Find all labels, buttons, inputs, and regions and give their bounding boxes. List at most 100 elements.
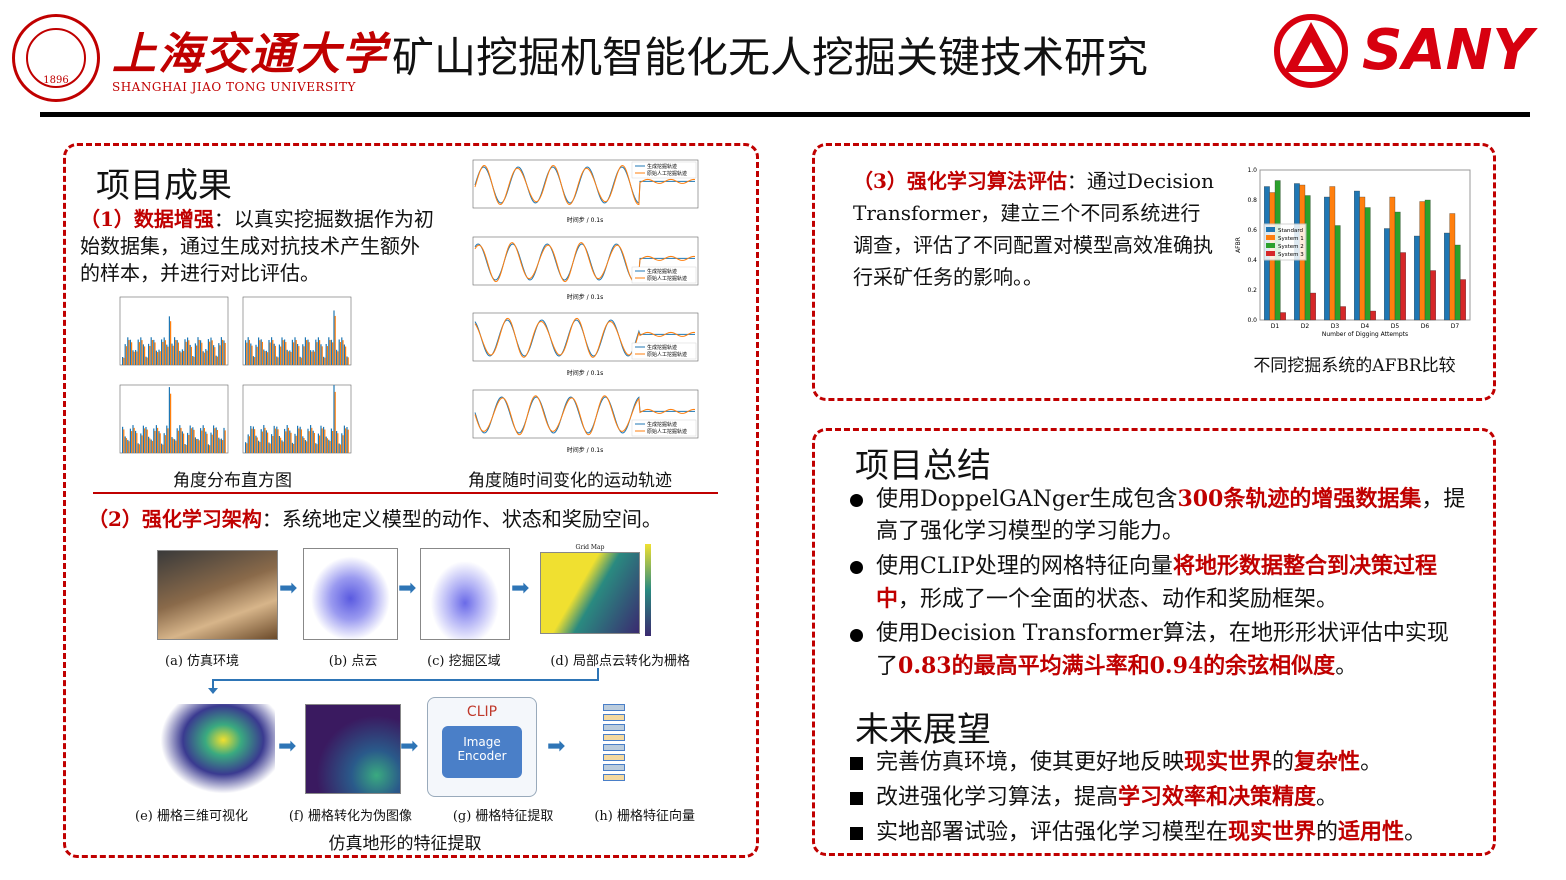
highlight: 300条轨迹的增强数据集 xyxy=(1177,486,1422,512)
text: 。 xyxy=(1335,654,1358,679)
future-list: 完善仿真环境，使其更好地反映现实世界的复杂性。 改进强化学习算法，提高学习效率和决… xyxy=(848,746,1488,851)
text: 使用CLIP处理的网格特征向量 xyxy=(876,554,1173,579)
trajectory-legend-original: 原始人工挖掘轨迹 xyxy=(647,170,687,177)
legend-swatch xyxy=(1266,243,1275,248)
list-item: 使用CLIP处理的网格特征向量将地形数据整合到决策过程中，形成了一个全面的状态、… xyxy=(848,550,1468,616)
trajectory-legend-original: 原始人工挖掘轨迹 xyxy=(647,275,687,282)
highlight: 适用性 xyxy=(1338,819,1405,845)
image-encoder-block: Image Encoder xyxy=(442,726,522,778)
bar xyxy=(1324,196,1330,321)
bar xyxy=(1370,310,1376,321)
sjtu-name-cn: 上海交通大学 xyxy=(112,29,388,80)
point-cloud-image xyxy=(303,548,398,640)
step-captions-row1: (a) 仿真环境 (b) 点云 (c) 挖掘区域 (d) 局部点云转化为栅格 xyxy=(150,650,690,669)
list-item: 使用Decision Transformer算法，在地形形状评估中实现了0.83… xyxy=(848,618,1468,683)
text: 实地部署试验，评估强化学习模型在 xyxy=(876,820,1229,845)
poster-title: 矿山挖掘机智能化无人挖掘关键技术研究 xyxy=(392,33,1149,82)
trajectory-legend xyxy=(631,342,697,360)
legend-swatch xyxy=(1266,227,1275,232)
y-tick-label: 0.2 xyxy=(1247,287,1257,294)
text: 的 xyxy=(1316,820,1339,845)
trajectory-legend-generated: 生成挖掘轨迹 xyxy=(647,421,677,428)
caption-g: (g) 栅格特征提取 xyxy=(452,809,554,824)
data-augmentation-text: （1）数据增强：以真实挖掘数据作为初始数据集，通过生成对抗技术产生额外的样本，并… xyxy=(80,206,435,287)
arrow-icon: ➡ xyxy=(278,734,297,759)
summary-list: 使用DoppelGANger生成包含300条轨迹的增强数据集，提高了强化学习模型… xyxy=(848,483,1468,685)
trajectory-legend-generated: 生成挖掘轨迹 xyxy=(647,268,677,275)
seal-year: 1896 xyxy=(26,28,86,88)
caption-b: (b) 点云 xyxy=(328,654,378,669)
trajectory-legend-generated: 生成挖掘轨迹 xyxy=(647,163,677,170)
trajectory-legend xyxy=(631,419,697,437)
bar xyxy=(1430,270,1436,321)
evaluation-text: （3）强化学习算法评估：通过Decision Transformer，建立三个不… xyxy=(853,165,1218,293)
label: （2）强化学习架构 xyxy=(88,507,262,531)
step-captions-row2: (e) 栅格三维可视化 (f) 栅格转化为伪图像 (g) 栅格特征提取 (h) … xyxy=(135,805,695,824)
legend-label: System 2 xyxy=(1278,244,1304,250)
arrow-icon: ➡ xyxy=(547,734,566,759)
x-tick-label: D4 xyxy=(1361,323,1370,330)
list-item: 使用DoppelGANger生成包含300条轨迹的增强数据集，提高了强化学习模型… xyxy=(848,483,1468,548)
caption-a: (a) 仿真环境 xyxy=(165,654,240,669)
results-panel xyxy=(63,143,759,858)
histogram-figure xyxy=(242,384,352,454)
highlight: 学习效率和决策精度 xyxy=(1118,784,1317,810)
trajectory-x-axis-label: 时间步 / 0.1s xyxy=(567,216,604,224)
afbr-chart: 0.0 0.2 0.4 0.6 0.8 1.0 D1 D2 D3 D4 D5 D6 D7 Number o… xyxy=(1235,167,1471,338)
legend-swatch xyxy=(1266,235,1275,240)
text: 。 xyxy=(1316,785,1339,810)
trajectory-legend-original: 原始人工挖掘轨迹 xyxy=(647,351,687,358)
feature-vector-icon xyxy=(603,704,625,790)
original-trajectory-line xyxy=(474,242,696,283)
y-tick-label: 0.4 xyxy=(1247,257,1257,264)
arrow-icon: ➡ xyxy=(400,734,419,759)
highlight: 将地形数据整合到决策过程中 xyxy=(876,553,1437,612)
bar xyxy=(1454,244,1461,321)
label: （1）数据增强 xyxy=(80,207,214,231)
caption-f: (f) 栅格转化为伪图像 xyxy=(288,809,412,824)
trajectory-legend xyxy=(631,161,697,179)
bar xyxy=(1449,213,1456,321)
list-item: 改进强化学习算法，提高学习效率和决策精度。 xyxy=(848,781,1488,814)
header-divider xyxy=(40,112,1530,117)
sany-logo-icon xyxy=(1274,14,1348,88)
trajectory-figure: 生成挖掘轨迹 原始人工挖掘轨迹 时间步 / 0.1s xyxy=(472,236,699,301)
trajectory-legend-generated: 生成挖掘轨迹 xyxy=(647,344,677,351)
body: ：通过Decision Transformer，建立三个不同系统进行调查，评估了… xyxy=(853,169,1214,289)
text: 。 xyxy=(1404,820,1427,845)
bar xyxy=(1389,196,1396,321)
bar xyxy=(1364,207,1371,321)
y-tick-label: 1.0 xyxy=(1247,167,1257,174)
legend-swatch xyxy=(1266,251,1275,256)
histogram-figure xyxy=(119,384,229,454)
future-title: 未来展望 xyxy=(855,710,991,750)
grid-map-title: Grid Map xyxy=(575,544,605,551)
highlight: 复杂性 xyxy=(1294,749,1361,775)
trajectory-legend-original: 原始人工挖掘轨迹 xyxy=(647,428,687,435)
label: （3）强化学习算法评估 xyxy=(853,169,1067,193)
text: 。 xyxy=(1360,750,1383,775)
evaluation-panel xyxy=(812,143,1496,401)
y-tick-label: 0.8 xyxy=(1247,197,1257,204)
sany-wordmark: SANY xyxy=(1362,18,1534,83)
bar xyxy=(1424,199,1431,321)
list-item: 完善仿真环境，使其更好地反映现实世界的复杂性。 xyxy=(848,746,1488,779)
feature-caption: 仿真地形的特征提取 xyxy=(328,834,482,854)
y-tick-label: 0.0 xyxy=(1247,317,1257,324)
highlight: 0.83的最高平均满斗率和0.94的余弦相似度 xyxy=(898,653,1336,679)
sjtu-seal: 1896 xyxy=(12,14,100,102)
clip-block: CLIP Image Encoder xyxy=(427,697,537,797)
x-tick-label: D7 xyxy=(1451,323,1460,330)
summary-title: 项目总结 xyxy=(855,446,991,486)
colorbar xyxy=(645,544,651,636)
pseudo-image xyxy=(305,704,401,794)
bar xyxy=(1354,190,1360,321)
bar xyxy=(1334,225,1341,321)
clip-label: CLIP xyxy=(466,704,498,720)
chart-caption: 不同挖掘系统的AFBR比较 xyxy=(1253,356,1456,376)
histogram-figure xyxy=(242,296,352,366)
x-tick-label: D3 xyxy=(1331,323,1340,330)
section-divider xyxy=(93,492,718,494)
original-trajectory-line xyxy=(474,395,696,436)
y-axis-label: AFBR xyxy=(1235,237,1242,253)
